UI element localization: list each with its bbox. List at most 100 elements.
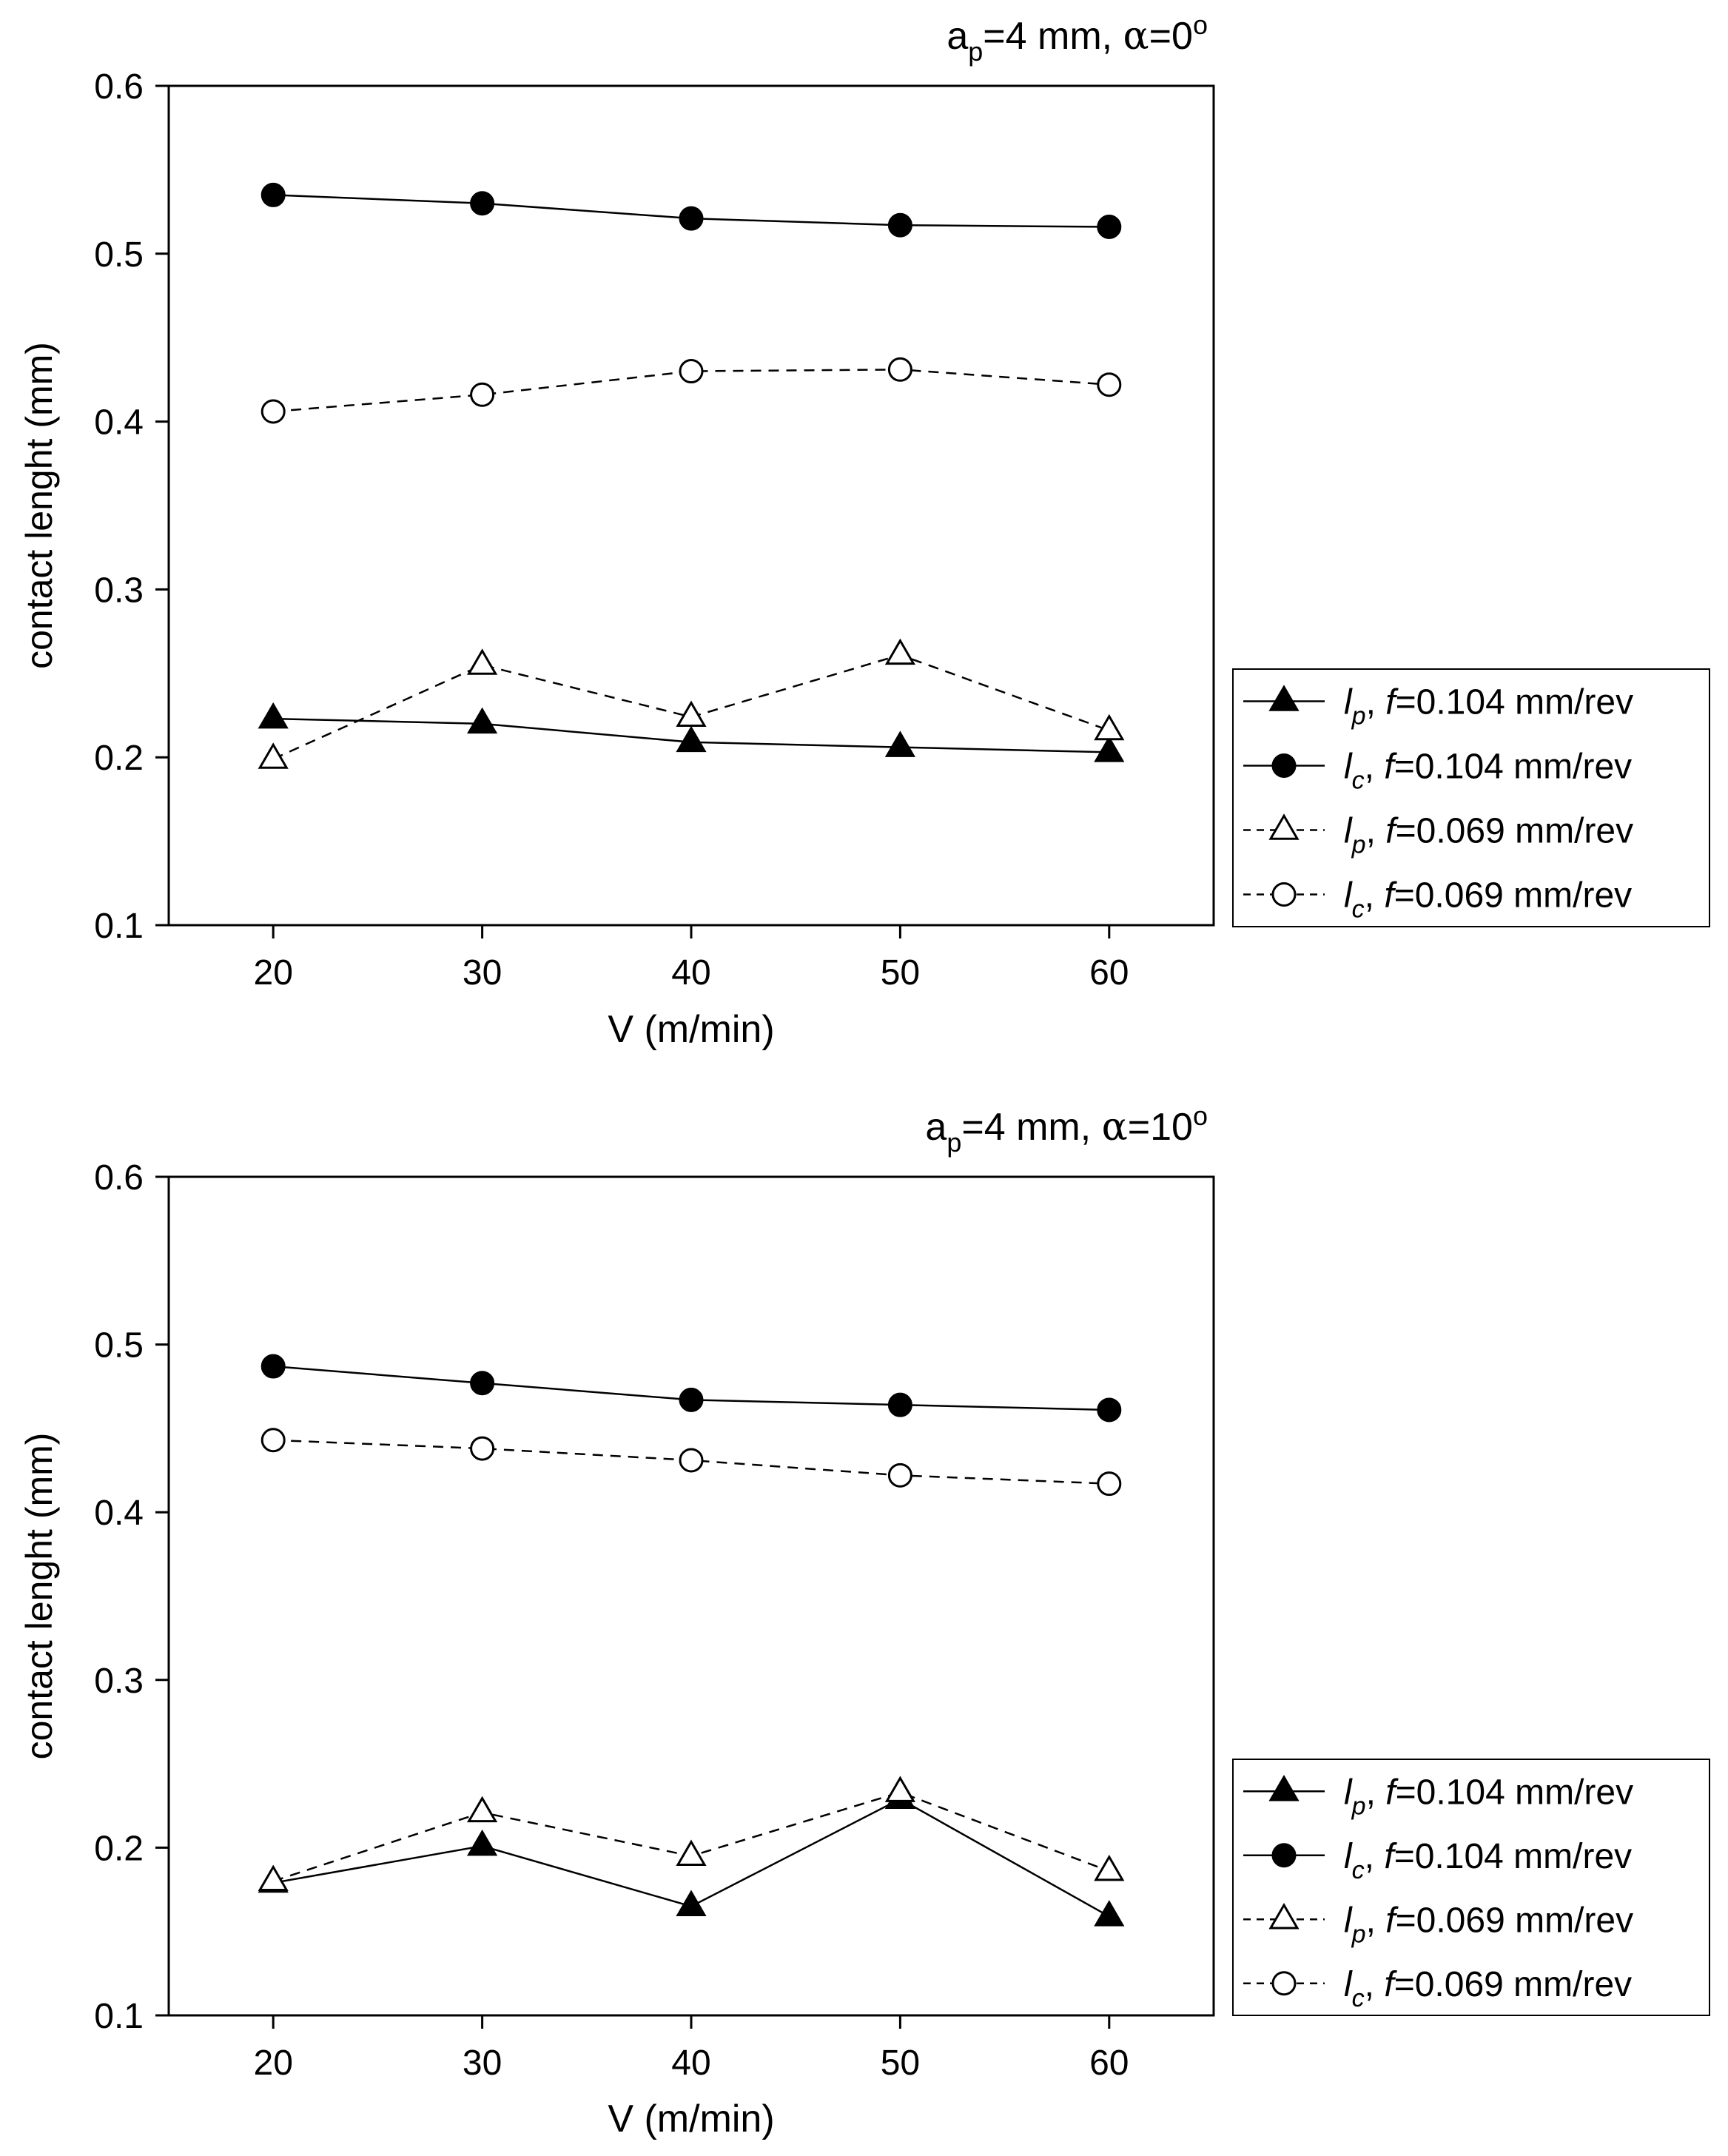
data-point [887,357,912,382]
chart-panel-1: ap=4 mm, α=0o0.10.20.30.40.50.620 30 40 50 6… [19,10,1710,1051]
legend-var: l [1344,1837,1353,1876]
data-point [260,399,286,424]
legend-var: l [1344,1965,1353,2004]
x-axis-label: V (m/min) [608,1008,774,1051]
legend-label: lc, f=0.104 mm/rev [1344,748,1632,795]
legend-comma: , [1366,812,1386,851]
legend-label: lp, f=0.104 mm/rev [1344,683,1633,731]
legend-comma: , [1366,683,1386,722]
data-point [676,1890,707,1916]
legend-box [1232,1759,1710,2016]
legend-rest: =0.104 mm/rev [1394,748,1632,787]
data-point [676,1839,707,1867]
legend-rest: =0.104 mm/rev [1396,1773,1633,1812]
legend-rest: =0.104 mm/rev [1394,1837,1632,1876]
y-tick-label: 0.4 [94,403,144,443]
data-point [466,1829,498,1856]
legend-sub: c [1352,896,1365,924]
x-tick-label: 50 [881,2044,920,2083]
title-sup: o [1193,10,1208,40]
legend-marker [1268,685,1300,711]
legend-var: l [1344,1901,1353,1940]
series-3-markers [258,1776,1125,1891]
y-tick-label: 0.6 [94,1158,144,1198]
legend-comma: , [1365,1965,1385,2004]
legend-rest: =0.069 mm/rev [1396,1901,1633,1940]
title-sub: p [968,36,983,67]
legend: lp, f=0.104 mm/rev lc, f=0.104 mm/rev lp, … [1232,668,1710,927]
data-point [260,1428,286,1453]
x-tick-label: 60 [1089,953,1129,993]
data-point [1097,372,1122,397]
data-point [679,359,704,384]
y-tick-label: 0.2 [94,1829,144,1868]
chart-title: ap=4 mm, α=10o [925,1101,1208,1158]
data-point [676,700,707,728]
y-tick-label: 0.4 [94,1494,144,1533]
data-point [884,638,916,665]
legend-var: l [1344,876,1353,916]
data-point [258,1864,289,1891]
legend-label: lp, f=0.069 mm/rev [1344,1901,1633,1948]
legend-label: lp, f=0.104 mm/rev [1344,1773,1633,1820]
legend-sub: c [1352,1984,1365,2012]
data-point [676,725,707,753]
y-axis-label: contact lenght (mm) [19,342,60,669]
legend-marker [1268,1775,1300,1801]
plot-frame [167,1175,1215,2017]
legend-comma: , [1365,748,1385,787]
y-tick-label: 0.1 [94,907,144,946]
data-point [470,382,495,407]
series-4-markers [260,1428,1122,1497]
y-tick-label: 0.3 [94,1662,144,1701]
title-a: a [925,1106,947,1149]
data-point [1097,1397,1122,1423]
legend-label: lp, f=0.069 mm/rev [1344,812,1633,859]
legend-marker [1268,1903,1300,1930]
legend-box [1232,668,1710,927]
data-point [466,648,498,675]
x-tick-label: 20 [254,953,293,993]
title-alpha: α [1123,14,1149,58]
data-point [466,1796,498,1823]
y-tick-label: 0.2 [94,739,144,778]
title-mid: =4 mm, [961,1106,1101,1149]
data-point [1094,736,1125,762]
legend-marker [1271,882,1297,907]
data-point [466,707,498,734]
series-3-markers [258,638,1125,769]
data-point [679,1387,704,1412]
data-point [470,1371,495,1396]
legend-sub: p [1351,831,1366,859]
data-point [1094,1900,1125,1927]
title-mid: =4 mm, [983,15,1123,58]
data-point [679,1448,704,1473]
data-point [1094,1854,1125,1881]
x-tick-label: 40 [671,2044,710,2083]
legend-sub: c [1352,767,1365,795]
x-tick-label: 30 [463,953,502,993]
legend-comma: , [1366,1901,1386,1940]
legend-comma: , [1365,1837,1385,1876]
data-point [258,702,289,729]
legend-sub: p [1351,1792,1366,1820]
legend-var: l [1344,748,1353,787]
series-4-markers [260,357,1122,424]
legend-sub: c [1352,1856,1365,1884]
data-point [887,1462,912,1488]
data-point [470,1436,495,1461]
legend-var: l [1344,683,1353,722]
x-tick-label: 30 [463,2044,502,2083]
series-2-markers [260,1354,1122,1423]
y-tick-label: 0.3 [94,571,144,610]
data-point [260,1354,286,1379]
title-sub: p [947,1127,961,1158]
series-line-4 [273,369,1109,413]
y-tick-label: 0.5 [94,1326,144,1366]
legend-label: lc, f=0.104 mm/rev [1344,1837,1632,1884]
y-tick-label: 0.5 [94,235,144,275]
data-point [260,182,286,207]
x-tick-label: 20 [254,2044,293,2083]
